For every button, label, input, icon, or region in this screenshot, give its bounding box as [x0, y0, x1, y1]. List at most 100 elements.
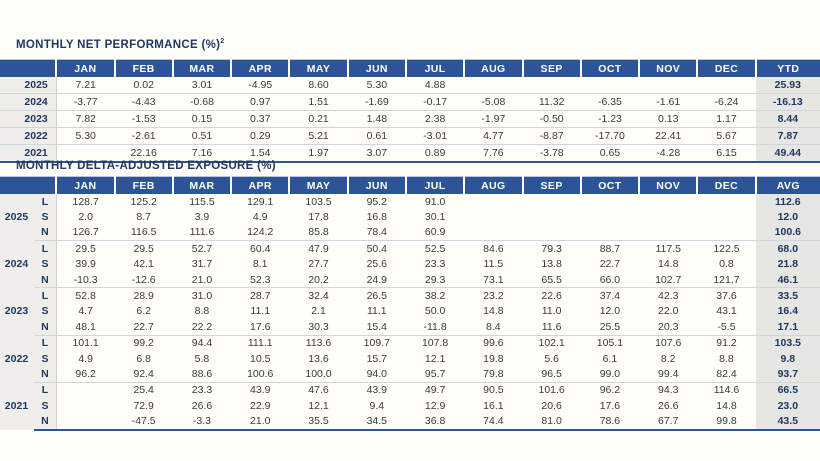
leg-label-s: S — [34, 303, 57, 320]
cell-apr: 129.1 — [247, 195, 274, 208]
cell-avg: 33.5 — [755, 287, 820, 304]
cell-jun: 3.07 — [366, 147, 388, 159]
leg-label-l: L — [34, 194, 57, 210]
cell-nov: 8.2 — [660, 352, 676, 365]
cell-aug: 7.76 — [483, 147, 504, 159]
cell-may: 8.60 — [308, 79, 329, 91]
cell-jan — [56, 413, 115, 431]
leg-label-n: N — [34, 319, 57, 336]
table-row: S 4.9 6.8 5.8 10.5 13.6 15.7 12.1 19.8 5.6 6.1 8.2 8… — [0, 350, 820, 367]
cell-avg: 100.6 — [755, 224, 820, 242]
col-header-jan: JAN — [55, 59, 116, 77]
cell-jul: 38.2 — [424, 290, 446, 303]
cell-oct: -6.35 — [597, 96, 622, 108]
cell-apr: 43.9 — [250, 384, 271, 397]
cell-nov: -1.61 — [656, 96, 681, 108]
exp-col-header-sep: SEP — [521, 176, 582, 194]
cell-dec: 14.8 — [716, 399, 737, 412]
cell-jun: 0.61 — [366, 130, 388, 142]
cell-may: 103.5 — [305, 195, 332, 208]
cell-aug: 90.5 — [483, 384, 504, 397]
cell-mar: 31.7 — [191, 258, 213, 271]
cell-sep: 20.6 — [541, 399, 562, 412]
delta-exposure-body: 2025 L 128.7 125.2 115.5 129.1 103.5 95.2 91.0 11… — [0, 194, 820, 431]
table-row: 2023 7.82 -1.53 0.15 0.37 0.21 1.48 2.38… — [0, 110, 820, 128]
cell-jan: -3.77 — [73, 96, 98, 108]
cell-sep — [523, 194, 581, 209]
cell-jun: 26.5 — [366, 290, 388, 303]
cell-jan: 7.82 — [75, 113, 96, 125]
cell-feb: 72.9 — [133, 399, 154, 412]
cell-dec: 114.6 — [713, 384, 740, 397]
cell-apr: 11.1 — [250, 305, 271, 318]
cell-avg: 17.1 — [755, 319, 820, 336]
cell-oct — [581, 209, 639, 224]
cell-may: 35.5 — [289, 413, 348, 431]
cell-jul: 52.5 — [424, 242, 446, 255]
cell-mar: 0.15 — [191, 113, 213, 125]
cell-dec: -5.5 — [697, 319, 756, 336]
cell-may: 100.0 — [289, 366, 348, 383]
cell-aug: 16.1 — [483, 399, 504, 412]
cell-jan — [56, 398, 114, 413]
leg-label-l: L — [34, 382, 57, 399]
cell-apr: 111.1 — [247, 337, 273, 350]
cell-mar: 3.9 — [194, 211, 210, 224]
exp-col-header-dec: DEC — [696, 176, 757, 194]
cell-jul: 4.88 — [424, 79, 446, 91]
cell-dec: 43.1 — [716, 305, 737, 318]
delta-exposure-title: MONTHLY DELTA-ADJUSTED EXPOSURE (%) — [8, 156, 276, 174]
cell-jan: 7.21 — [75, 79, 96, 91]
exp-col-header-feb: FEB — [113, 176, 174, 194]
cell-nov: 94.3 — [657, 384, 679, 397]
cell-jan: 2.0 — [78, 211, 93, 224]
cell-jul: 23.3 — [424, 258, 446, 271]
cell-feb: 6.8 — [136, 352, 151, 365]
cell-nov — [639, 209, 697, 224]
exp-col-header-nov: NOV — [638, 176, 699, 194]
cell-sep — [522, 224, 581, 242]
net-performance-table: JAN FEB MAR APR MAY JUN JUL AUG SEP OCT … — [0, 59, 820, 163]
leg-label-n: N — [34, 224, 57, 242]
table-row: 2022 5.30 -2.61 0.51 0.29 5.21 0.61 -3.0… — [0, 127, 820, 145]
cell-avg: 12.0 — [755, 209, 820, 225]
net-performance-corner-header — [0, 59, 58, 77]
cell-jun: 15.4 — [347, 319, 406, 336]
cell-dec — [697, 194, 755, 209]
table-row: S 2.0 8.7 3.9 4.9 17.8 16.8 30.1 12.0 — [0, 209, 820, 225]
cell-aug: 8.4 — [464, 319, 523, 336]
cell-sep: 11.0 — [541, 305, 562, 318]
table-row: N 96.2 92.4 88.6 100.6 100.0 94.0 95.7 79.8 96.5 9… — [0, 366, 820, 383]
cell-mar: 26.6 — [191, 399, 213, 412]
exp-col-header-jul: JUL — [404, 176, 466, 194]
cell-ytd: 49.44 — [755, 144, 820, 162]
table-row: 2021 L 25.4 23.3 43.9 47.6 43.9 49.7 90.5 101.6 96… — [0, 382, 820, 430]
cell-feb: 125.2 — [130, 195, 157, 208]
cell-sep: 11.32 — [538, 96, 565, 108]
exp-col-header-jun: JUN — [346, 176, 407, 194]
cell-oct: 22.7 — [599, 258, 621, 271]
cell-jul: 36.8 — [405, 413, 465, 431]
cell-jun: 50.4 — [366, 242, 388, 255]
cell-oct — [580, 224, 640, 242]
col-header-mar: MAR — [171, 59, 233, 77]
cell-aug — [464, 224, 523, 242]
cell-oct: 66.0 — [580, 271, 640, 289]
cell-dec: -6.24 — [714, 96, 739, 108]
cell-feb: -47.5 — [114, 413, 173, 431]
cell-aug: 11.5 — [483, 258, 504, 271]
cell-may: 47.9 — [308, 242, 329, 255]
cell-mar: 115.5 — [189, 195, 215, 208]
leg-label-s: S — [34, 256, 57, 272]
cell-nov: 22.41 — [655, 130, 682, 142]
cell-apr: 124.2 — [231, 224, 290, 242]
col-header-apr: APR — [230, 59, 291, 77]
cell-nov: 117.5 — [655, 242, 681, 255]
cell-mar: 111.6 — [172, 224, 232, 242]
cell-oct: -1.23 — [597, 113, 622, 125]
cell-jan: 4.7 — [78, 305, 93, 318]
table-row: S 4.7 6.2 8.8 11.1 2.1 11.1 50.0 14.8 11.0 12.0 22.… — [0, 303, 820, 320]
cell-apr: -4.95 — [248, 79, 273, 91]
cell-feb: 8.7 — [136, 211, 151, 224]
delta-exposure-corner-header — [0, 176, 58, 194]
